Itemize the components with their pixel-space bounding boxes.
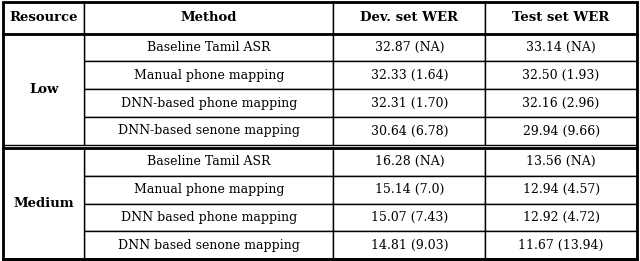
Bar: [84, 89, 333, 117]
Bar: [3, 34, 84, 145]
Text: Baseline Tamil ASR: Baseline Tamil ASR: [147, 155, 271, 168]
Bar: [3, 2, 84, 34]
Bar: [333, 34, 485, 62]
Text: Method: Method: [180, 11, 237, 24]
Text: Low: Low: [29, 83, 58, 96]
Text: Manual phone mapping: Manual phone mapping: [134, 183, 284, 196]
Bar: [333, 232, 485, 259]
Text: 12.92 (4.72): 12.92 (4.72): [523, 211, 600, 224]
Text: 33.14 (NA): 33.14 (NA): [526, 41, 596, 54]
Bar: [333, 204, 485, 232]
Bar: [333, 117, 485, 145]
Text: 12.94 (4.57): 12.94 (4.57): [522, 183, 600, 196]
Text: 16.28 (NA): 16.28 (NA): [374, 155, 444, 168]
Bar: [485, 176, 637, 204]
Text: Manual phone mapping: Manual phone mapping: [134, 69, 284, 82]
Bar: [84, 148, 333, 176]
Bar: [485, 62, 637, 89]
Text: Baseline Tamil ASR: Baseline Tamil ASR: [147, 41, 271, 54]
Bar: [333, 2, 485, 34]
Text: 15.14 (7.0): 15.14 (7.0): [374, 183, 444, 196]
Bar: [333, 148, 485, 176]
Bar: [84, 232, 333, 259]
Bar: [84, 62, 333, 89]
Bar: [3, 148, 84, 259]
Text: 30.64 (6.78): 30.64 (6.78): [371, 124, 448, 138]
Text: Medium: Medium: [13, 197, 74, 210]
Bar: [84, 176, 333, 204]
Bar: [84, 2, 333, 34]
Text: 13.56 (NA): 13.56 (NA): [526, 155, 596, 168]
Text: DNN-based senone mapping: DNN-based senone mapping: [118, 124, 300, 138]
Bar: [485, 232, 637, 259]
Text: Test set WER: Test set WER: [513, 11, 610, 24]
Text: 15.07 (7.43): 15.07 (7.43): [371, 211, 448, 224]
Bar: [333, 89, 485, 117]
Text: 32.50 (1.93): 32.50 (1.93): [522, 69, 600, 82]
Bar: [485, 34, 637, 62]
Text: Resource: Resource: [10, 11, 78, 24]
Bar: [485, 204, 637, 232]
Text: 32.87 (NA): 32.87 (NA): [374, 41, 444, 54]
Text: DNN based phone mapping: DNN based phone mapping: [121, 211, 297, 224]
Text: 32.16 (2.96): 32.16 (2.96): [522, 97, 600, 110]
Bar: [485, 117, 637, 145]
Bar: [485, 2, 637, 34]
Text: Dev. set WER: Dev. set WER: [360, 11, 458, 24]
Text: 14.81 (9.03): 14.81 (9.03): [371, 239, 448, 252]
Bar: [333, 176, 485, 204]
Bar: [485, 89, 637, 117]
Bar: [84, 204, 333, 232]
Text: 32.31 (1.70): 32.31 (1.70): [371, 97, 448, 110]
Bar: [84, 34, 333, 62]
Text: DNN based senone mapping: DNN based senone mapping: [118, 239, 300, 252]
Bar: [485, 148, 637, 176]
Text: 11.67 (13.94): 11.67 (13.94): [518, 239, 604, 252]
Bar: [333, 62, 485, 89]
Text: DNN-based phone mapping: DNN-based phone mapping: [120, 97, 297, 110]
Bar: [84, 117, 333, 145]
Text: 32.33 (1.64): 32.33 (1.64): [371, 69, 448, 82]
Text: 29.94 (9.66): 29.94 (9.66): [522, 124, 600, 138]
